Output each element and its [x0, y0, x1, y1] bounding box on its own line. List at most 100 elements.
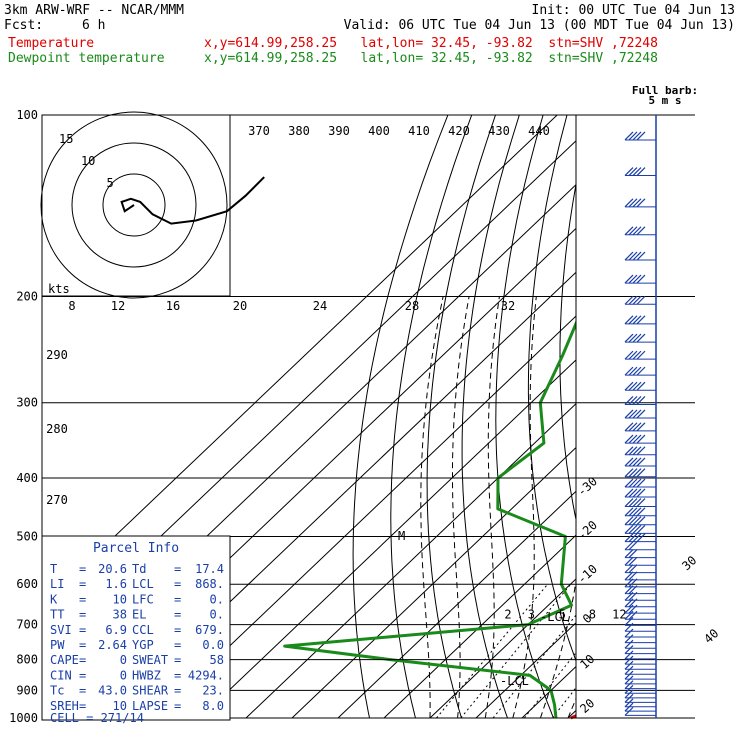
- speed-axis-label: 32: [501, 299, 515, 313]
- pressure-tick-label: 1000: [9, 711, 38, 725]
- wind-barb: [632, 366, 642, 376]
- wind-barb: [636, 350, 646, 360]
- wind-barb: [632, 457, 642, 467]
- isotherm-line: [153, 315, 576, 719]
- parcel-value: 4294.: [188, 668, 224, 682]
- wind-barb: [628, 516, 638, 526]
- wind-barb: [628, 409, 638, 419]
- wind-barb: [628, 366, 638, 376]
- wind-barb: [632, 516, 642, 526]
- pressure-tick-label: 400: [16, 471, 38, 485]
- temperature-tick-label: 20: [577, 696, 597, 716]
- wind-barb: [628, 598, 638, 608]
- wind-barb: [628, 507, 638, 517]
- parcel-equals: =: [79, 592, 86, 606]
- parcel-key: YGP: [132, 638, 154, 652]
- moist-adiabat: [596, 297, 722, 719]
- wind-barb: [636, 274, 646, 284]
- parcel-equals: =: [174, 699, 181, 713]
- wind-barb: [624, 670, 634, 680]
- wind-barb: [632, 198, 642, 208]
- wind-barb: [628, 251, 638, 261]
- wind-barb: [632, 350, 642, 360]
- wind-barb: [636, 446, 646, 456]
- temperature-tick-label: 40: [701, 626, 721, 646]
- parcel-equals: =: [79, 668, 86, 682]
- wind-barb: [636, 478, 646, 488]
- parcel-equals: =: [174, 592, 181, 606]
- wind-barb: [624, 422, 634, 432]
- wind-barb: [624, 556, 634, 566]
- parcel-value: 2.64: [98, 638, 127, 652]
- wind-barb: [628, 571, 638, 581]
- isotherm-line: [291, 446, 576, 719]
- wind-barb: [636, 468, 646, 478]
- dry-adiabat: [730, 115, 740, 718]
- theta-label: 290: [46, 348, 68, 362]
- wind-barb: [632, 295, 642, 305]
- wind-barb: [632, 381, 642, 391]
- isotherm-line: [429, 578, 576, 719]
- mixing-ratio-line: [524, 651, 576, 719]
- wind-barb: [624, 639, 634, 649]
- parcel-key: SREH: [50, 699, 79, 713]
- parcel-key: CIN: [50, 668, 72, 682]
- wind-barb: [632, 315, 642, 325]
- wind-barb: [636, 524, 646, 534]
- parcel-equals: =: [174, 638, 181, 652]
- cell-motion: CELL = 271/14: [50, 711, 144, 725]
- wind-barb: [624, 226, 634, 236]
- wind-barb: [632, 396, 642, 405]
- parcel-key: EL: [132, 608, 146, 622]
- dry-adiabat: [591, 115, 692, 718]
- wind-barb: [628, 333, 638, 343]
- isotherm-line: [475, 622, 576, 719]
- wind-barb: [624, 655, 634, 665]
- wind-barb: [624, 498, 634, 507]
- wind-legend-label: Full barb:: [632, 84, 698, 97]
- wind-barb: [636, 488, 646, 498]
- pressure-tick-label: 500: [16, 529, 38, 543]
- mixing-ratio-label: 5: [559, 608, 566, 622]
- init-time: Init: 00 UTC Tue 04 Jun 13: [531, 3, 736, 18]
- theta-label: 390: [328, 124, 350, 138]
- wind-barb: [632, 446, 642, 456]
- wind-barb: [632, 422, 642, 432]
- wind-barb: [628, 533, 638, 543]
- wind-barb: [632, 167, 642, 176]
- parcel-key: SVI: [50, 623, 72, 637]
- pressure-tick-label: 800: [16, 653, 38, 667]
- wind-barb: [632, 251, 642, 261]
- wind-barb: [636, 226, 646, 236]
- wind-legend-unit: 5 m s: [648, 94, 681, 107]
- parcel-equals: =: [174, 653, 181, 667]
- parcel-value: 23.: [202, 684, 224, 698]
- parcel-value: 1.6: [105, 577, 127, 591]
- wind-barb: [624, 634, 634, 644]
- parcel-value: 0: [120, 653, 127, 667]
- wind-barb: [636, 381, 646, 391]
- parcel-key: PW: [50, 638, 65, 652]
- wind-barb: [636, 315, 646, 325]
- parcel-value: 0.: [210, 608, 224, 622]
- wind-barb: [632, 226, 642, 236]
- parcel-equals: =: [79, 623, 86, 637]
- wind-barb: [628, 564, 638, 574]
- parcel-equals: =: [174, 608, 181, 622]
- theta-label: 440: [528, 124, 550, 138]
- wind-barb: [624, 167, 634, 176]
- parcel-value: 10: [113, 592, 127, 606]
- wind-barb: [628, 524, 638, 534]
- mixing-ratio-label: 8: [589, 608, 596, 622]
- dry-adiabat: [527, 115, 576, 663]
- theta-label: 370: [248, 124, 270, 138]
- wind-barb: [628, 315, 638, 325]
- parcel-equals: =: [174, 577, 181, 591]
- forecast-hour: 6 h: [82, 18, 106, 33]
- parcel-key: HWBZ: [132, 668, 161, 682]
- wind-barb: [628, 381, 638, 391]
- wind-barb: [636, 198, 646, 208]
- dewpoint-profile: [283, 319, 576, 719]
- wind-barb: [624, 274, 634, 284]
- pressure-tick-label: 700: [16, 618, 38, 632]
